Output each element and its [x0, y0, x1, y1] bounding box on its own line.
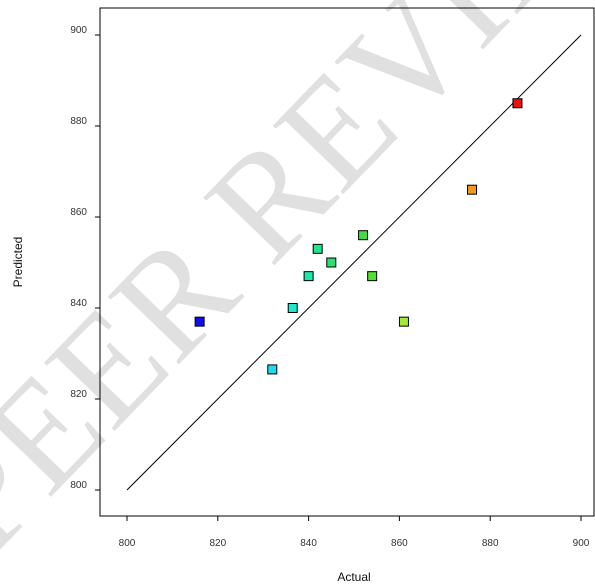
data-point	[367, 271, 378, 282]
y-tick-label: 860	[70, 207, 87, 218]
y-tick-label: 840	[70, 298, 87, 309]
y-axis: 800 820 840 860 880 900	[70, 25, 100, 491]
data-point	[326, 257, 337, 268]
x-tick-label: 860	[391, 538, 408, 549]
data-points	[194, 98, 523, 375]
y-tick-label: 800	[70, 480, 87, 491]
data-point	[194, 316, 205, 327]
y-tick-label: 880	[70, 116, 87, 127]
y-tick-label: 900	[70, 25, 87, 36]
data-point	[512, 98, 523, 109]
x-tick-label: 900	[573, 538, 590, 549]
x-tick-label: 880	[482, 538, 499, 549]
data-point	[358, 230, 369, 241]
reference-line	[126, 34, 582, 491]
y-axis-title: Predicted	[11, 237, 25, 288]
data-point	[303, 271, 314, 282]
data-point	[267, 364, 278, 375]
plot-frame	[99, 7, 595, 517]
x-axis: 800 820 840 860 880 900	[119, 516, 590, 549]
data-point	[398, 316, 409, 327]
x-tick-label: 800	[119, 538, 136, 549]
data-point	[287, 303, 298, 313]
x-tick-label: 840	[300, 538, 317, 549]
data-point	[467, 184, 478, 195]
y-tick-label: 820	[70, 389, 87, 400]
x-tick-label: 820	[209, 538, 226, 549]
data-point	[312, 243, 323, 254]
x-axis-title: Actual	[337, 570, 370, 584]
